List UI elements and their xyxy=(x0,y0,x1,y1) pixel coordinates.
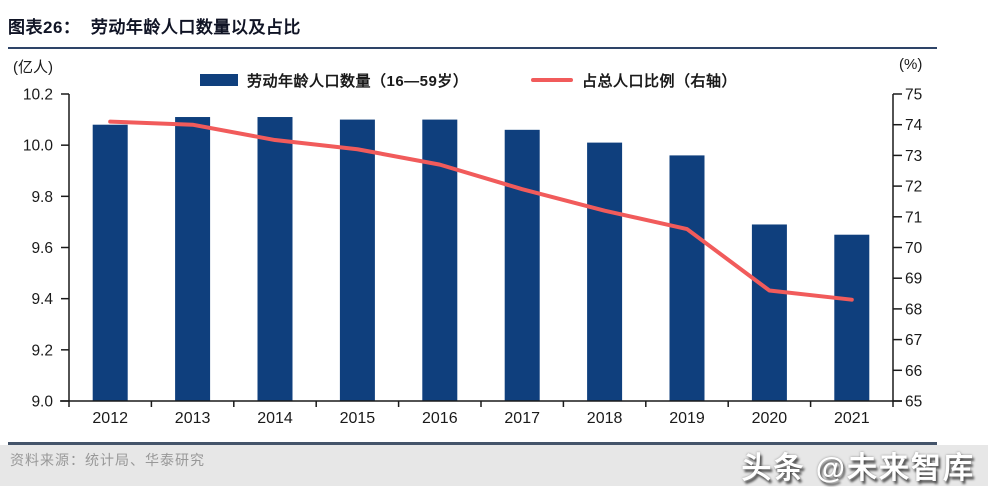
right-axis-tick-label: 72 xyxy=(905,179,922,196)
left-axis-unit: (亿人) xyxy=(13,59,53,76)
x-axis-label: 2015 xyxy=(340,410,376,427)
x-axis-label: 2012 xyxy=(92,410,128,427)
x-axis-label: 2017 xyxy=(504,410,540,427)
right-axis-tick-label: 74 xyxy=(905,117,923,134)
source-note: 资料来源：统计局、华泰研究 xyxy=(10,454,205,469)
right-axis-tick-label: 73 xyxy=(905,148,922,165)
bar-2020 xyxy=(751,224,787,401)
bar-2014 xyxy=(257,117,293,402)
watermark: 头条 @未来智库 xyxy=(741,452,975,485)
left-axis-tick-label: 9.2 xyxy=(31,342,53,359)
right-axis-tick-label: 68 xyxy=(905,301,922,318)
x-axis-label: 2014 xyxy=(257,410,293,427)
x-axis-label: 2018 xyxy=(587,410,623,427)
left-axis-tick-label: 10.0 xyxy=(23,138,54,155)
right-axis-tick-label: 67 xyxy=(905,332,922,349)
right-axis-tick-label: 71 xyxy=(905,209,922,226)
bar-2015 xyxy=(339,119,375,401)
left-axis-tick-label: 9.6 xyxy=(31,240,53,257)
footer-background xyxy=(0,445,988,486)
x-axis-label: 2013 xyxy=(175,410,211,427)
left-axis-tick-label: 9.0 xyxy=(31,394,53,411)
x-axis-label: 2016 xyxy=(422,410,458,427)
legend-item-bar-series: 劳动年龄人口数量（16—59岁） xyxy=(200,69,468,91)
left-axis-tick-label: 10.2 xyxy=(23,87,53,104)
footer-divider xyxy=(8,442,937,445)
bar-2018 xyxy=(587,142,623,401)
right-axis-tick-label: 69 xyxy=(905,271,922,288)
right-axis-unit: (%) xyxy=(899,56,923,73)
bar-2013 xyxy=(175,117,211,402)
x-axis-label: 2020 xyxy=(752,410,788,427)
line-series-swatch xyxy=(531,78,573,82)
bar-2012 xyxy=(92,124,128,401)
left-axis-tick-label: 9.8 xyxy=(31,189,53,206)
x-axis-label: 2019 xyxy=(669,410,705,427)
legend-item-line-series: 占总人口比例（右轴） xyxy=(531,69,737,91)
legend-label-bar-series: 劳动年龄人口数量（16—59岁） xyxy=(247,72,469,90)
bar-2021 xyxy=(834,234,870,401)
bar-series-swatch xyxy=(200,74,238,86)
left-axis-tick-label: 9.4 xyxy=(31,291,53,308)
share-trend-line xyxy=(108,119,854,302)
right-axis-tick-label: 75 xyxy=(905,87,922,104)
bar-2017 xyxy=(504,129,540,402)
legend-label-line-series: 占总人口比例（右轴） xyxy=(582,72,738,90)
figure-title: 图表26： 劳动年龄人口数量以及占比 xyxy=(8,18,301,37)
x-axis-label: 2021 xyxy=(834,410,870,427)
right-axis-tick-label: 70 xyxy=(905,240,923,257)
right-axis-tick-label: 65 xyxy=(905,394,922,411)
right-axis-tick-label: 66 xyxy=(905,363,922,380)
legend: 劳动年龄人口数量（16—59岁） 占总人口比例（右轴） xyxy=(0,69,988,91)
bar-2019 xyxy=(669,155,705,401)
title-divider xyxy=(8,47,937,49)
plot-area: 10.2 10.0 9.8 9.6 9.4 9.2 9.0 75 74 73 72 71 70 69 68 6… xyxy=(23,87,923,428)
